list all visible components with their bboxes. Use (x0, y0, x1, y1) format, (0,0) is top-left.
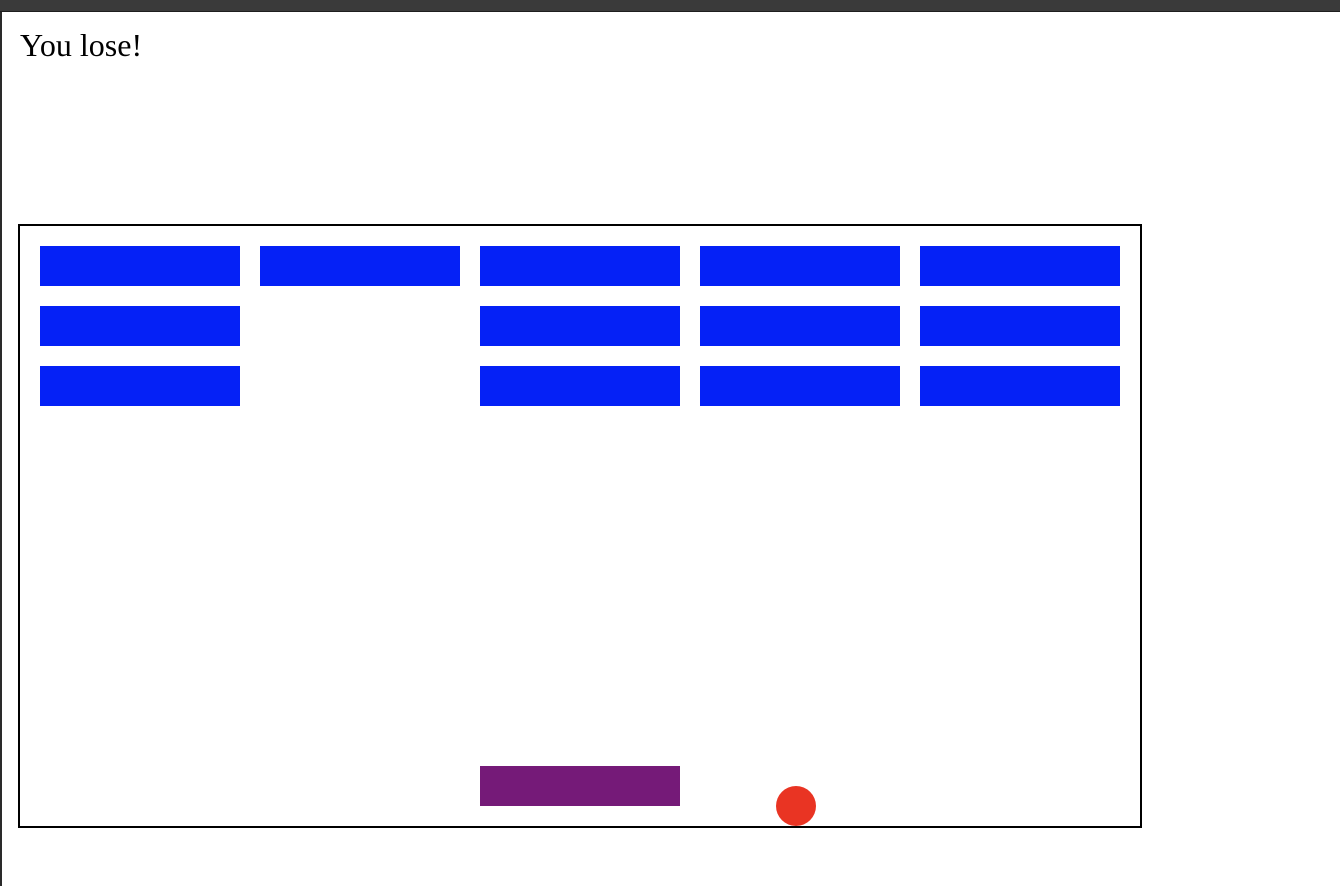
window-left-edge (0, 12, 2, 886)
brick-r2-c4 (700, 306, 900, 346)
brick-r3-c5 (920, 366, 1120, 406)
brick-r1-c5 (920, 246, 1120, 286)
paddle[interactable] (480, 766, 680, 806)
window-top-bar (0, 0, 1340, 12)
brick-r2-c3 (480, 306, 680, 346)
brick-r3-c1 (40, 366, 240, 406)
brick-r2-c5 (920, 306, 1120, 346)
brick-r2-c1 (40, 306, 240, 346)
brick-r1-c1 (40, 246, 240, 286)
brick-r3-c3 (480, 366, 680, 406)
brick-r1-c3 (480, 246, 680, 286)
brick-r3-c4 (700, 366, 900, 406)
ball (776, 786, 816, 826)
game-status-message: You lose! (20, 27, 143, 63)
brick-r1-c4 (700, 246, 900, 286)
game-board[interactable] (18, 224, 1142, 828)
brick-r1-c2 (260, 246, 460, 286)
